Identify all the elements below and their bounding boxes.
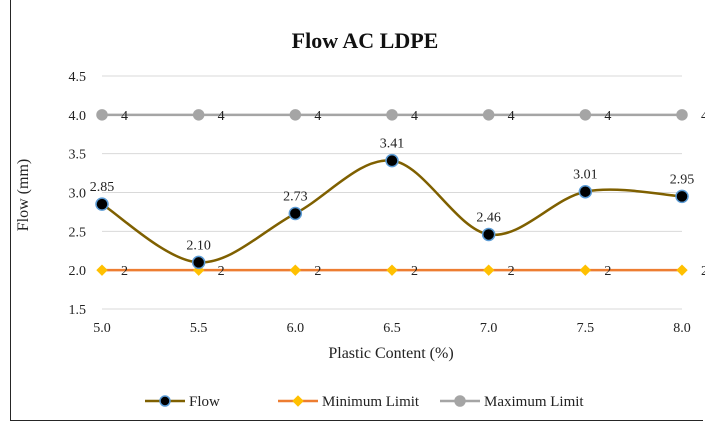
data-label-minimum-limit: 2 [314,264,321,279]
data-point-minimum-limit [482,264,495,276]
data-point-minimum-limit [386,264,398,276]
data-point-flow [191,255,206,270]
data-label-flow: 2.85 [90,180,115,195]
data-label-maximum-limit: 4 [604,109,611,124]
legend-label: Minimum Limit [322,394,420,410]
x-tick-label: 5.0 [93,321,111,336]
data-point-maximum-limit [289,109,302,121]
data-point-flow [675,189,689,204]
legend-item-minimum-limit: Minimum Limit [278,394,420,410]
data-label-maximum-limit: 4 [701,109,705,124]
legend-label: Flow [189,394,220,410]
legend-item-flow: Flow [145,394,220,410]
legend-swatch-marker [292,395,304,407]
data-label-maximum-limit: 4 [121,109,128,124]
y-tick-label: 1.5 [69,303,87,318]
data-label-maximum-limit: 4 [218,109,225,124]
data-point-minimum-limit [676,264,688,276]
data-label-minimum-limit: 2 [411,264,418,279]
legend-swatch-marker [454,395,466,407]
y-tick-label: 3.5 [69,148,87,163]
data-point-flow [385,153,399,168]
data-label-flow: 2.46 [476,210,501,225]
data-label-flow: 3.41 [380,137,405,152]
data-point-minimum-limit [289,264,302,276]
x-tick-label: 7.0 [480,321,498,336]
x-axis-ticks: 5.0 5.5 6.0 6.5 7.0 7.5 8.0 [93,321,691,336]
data-label-flow: 2.73 [283,189,308,204]
series-maximum-limit [96,109,688,121]
data-point-maximum-limit [676,109,688,121]
y-tick-label: 4.0 [69,109,87,124]
data-point-maximum-limit [386,109,398,121]
data-point-maximum-limit [482,109,495,121]
data-label-minimum-limit: 2 [218,264,225,279]
data-label-maximum-limit: 4 [411,109,418,124]
data-label-maximum-limit: 4 [508,109,515,124]
data-label-minimum-limit: 2 [701,264,705,279]
data-labels-layer: 4 4 4 4 4 4 4 2 2 2 2 2 2 2 2.85 2.10 2.73 3.41 2.46 3.01 2.… [90,109,705,279]
data-point-minimum-limit [579,264,592,276]
legend-swatch-marker [159,395,171,407]
data-label-minimum-limit: 2 [121,264,128,279]
x-axis-title: Plastic Content (%) [328,345,453,362]
data-label-minimum-limit: 2 [508,264,515,279]
x-tick-label: 6.5 [383,321,401,336]
data-label-flow: 3.01 [573,168,598,183]
series-minimum-limit [96,264,688,276]
legend: Flow Minimum Limit Maximum Limit [145,394,584,410]
x-tick-label: 7.5 [577,321,595,336]
data-point-flow [481,227,496,242]
data-point-maximum-limit [192,109,205,121]
legend-item-maximum-limit: Maximum Limit [440,394,584,410]
series-flow [95,153,689,270]
y-tick-label: 2.0 [69,264,87,279]
data-point-flow [95,197,109,211]
data-point-maximum-limit [96,109,108,121]
data-label-flow: 2.10 [186,238,211,253]
series-layer [95,109,689,276]
chart-title: Flow AC LDPE [292,28,439,53]
y-axis-title: Flow (mm) [15,159,32,231]
y-axis-ticks: 1.5 2.0 2.5 3.0 3.5 4.0 4.5 [69,70,87,318]
data-label-flow: 2.95 [670,172,695,187]
legend-label: Maximum Limit [484,394,584,410]
data-point-maximum-limit [579,109,592,121]
chart-frame [10,0,703,421]
y-tick-label: 3.0 [69,187,87,202]
data-point-flow [288,206,303,221]
data-point-minimum-limit [96,264,108,276]
x-tick-label: 5.5 [190,321,208,336]
data-point-flow [578,184,593,199]
data-label-minimum-limit: 2 [604,264,611,279]
x-tick-label: 8.0 [673,321,691,336]
x-tick-label: 6.0 [287,321,305,336]
y-tick-label: 4.5 [69,70,87,85]
y-tick-label: 2.5 [69,225,87,240]
data-label-maximum-limit: 4 [314,109,321,124]
